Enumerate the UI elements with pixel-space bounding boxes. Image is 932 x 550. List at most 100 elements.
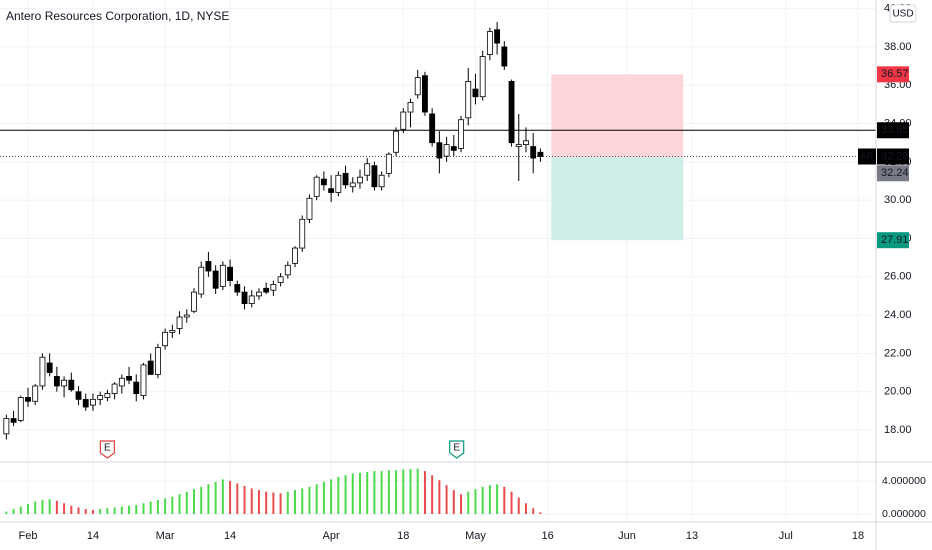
histogram-bar: [373, 471, 376, 514]
histogram-bar: [474, 489, 477, 514]
candle-body: [205, 261, 212, 272]
price-label: 33.65: [881, 124, 909, 136]
histogram-bar: [366, 471, 369, 514]
histogram-bar: [409, 469, 412, 514]
histogram-bar: [156, 499, 159, 514]
candle-body: [364, 163, 371, 176]
candle-body: [306, 197, 313, 220]
histogram-bar: [395, 470, 398, 514]
histogram-bar: [337, 476, 340, 514]
histogram-bar: [445, 485, 448, 514]
histogram-bar: [243, 485, 246, 514]
candle-body: [25, 397, 31, 402]
histogram-bar: [236, 483, 239, 514]
x-tick-label: 16: [542, 530, 554, 542]
candle-body: [39, 356, 46, 387]
candle-body: [191, 291, 197, 312]
event-label: E: [453, 443, 460, 454]
candle-body: [212, 270, 219, 289]
price-label: 27.91: [881, 234, 909, 246]
candle-body: [68, 379, 75, 391]
candle-body: [335, 174, 342, 193]
histogram-bar: [517, 497, 520, 514]
histogram-bar: [192, 489, 195, 514]
candle-body: [465, 81, 472, 119]
candle-body: [53, 375, 60, 387]
candle-body: [140, 364, 147, 396]
candle-body: [198, 266, 205, 295]
candle-body: [284, 264, 291, 276]
candle-body: [357, 176, 363, 184]
candle-body: [169, 330, 176, 333]
histogram-bar: [294, 490, 297, 514]
candle-body: [328, 188, 335, 193]
histogram-bar: [99, 509, 102, 514]
histogram-bar: [128, 505, 131, 514]
candle-body: [342, 172, 349, 186]
histogram-bar: [539, 512, 542, 514]
price-label-box: [877, 148, 909, 165]
candle-body: [32, 385, 39, 402]
histogram-bar: [229, 480, 232, 514]
histogram-bar: [120, 506, 123, 514]
y-tick-label: 0.000000: [882, 508, 926, 520]
candle-body: [530, 146, 537, 159]
x-tick-label: Mar: [156, 530, 175, 542]
candle-body: [292, 247, 298, 264]
candle-body: [458, 119, 464, 149]
histogram-bar: [5, 511, 8, 514]
x-tick-label: 13: [686, 530, 698, 542]
candle-body: [118, 377, 125, 387]
x-tick-label: Jul: [779, 530, 793, 542]
histogram-bar: [113, 507, 116, 514]
histogram-bar: [322, 481, 325, 514]
candle-body: [472, 88, 479, 98]
candle-body: [537, 151, 544, 157]
candle-body: [508, 81, 515, 144]
histogram-bar: [265, 491, 268, 514]
candle-body: [486, 31, 493, 55]
candle-body: [313, 176, 320, 197]
candle-body: [385, 153, 392, 174]
price-label: 36.57: [881, 68, 909, 80]
candle-body: [10, 418, 17, 423]
candle-body: [414, 77, 421, 96]
histogram-bar: [496, 484, 499, 514]
y-tick-label: 26.00: [884, 271, 912, 283]
candle-body: [349, 182, 356, 188]
histogram-bar: [358, 472, 361, 514]
candle-body: [219, 264, 226, 287]
y-tick-label: 38.00: [884, 41, 912, 53]
histogram-bar: [63, 503, 66, 514]
histogram-bar: [308, 486, 311, 514]
candle-body: [320, 178, 327, 186]
candle-body: [227, 266, 234, 282]
histogram-bar: [19, 506, 22, 514]
candle-body: [61, 379, 68, 387]
symbol-box: [858, 148, 876, 165]
candle-body: [97, 395, 104, 400]
histogram-bar: [106, 508, 109, 514]
histogram-bar: [416, 468, 419, 514]
histogram-bar: [351, 473, 354, 514]
symbol-label: AR: [861, 151, 874, 161]
histogram-bar: [315, 484, 318, 514]
candle-body: [256, 291, 262, 297]
candle-body: [3, 418, 10, 435]
histogram-bar: [467, 491, 470, 514]
price-label: 32.24: [881, 167, 909, 179]
histogram-bar: [423, 471, 426, 514]
histogram-bar: [142, 503, 145, 514]
candle-body: [407, 102, 414, 113]
histogram-bar: [178, 494, 181, 514]
axes: 18.0020.0022.0024.0026.0028.0030.0032.00…: [19, 3, 926, 542]
candle-body: [443, 144, 450, 157]
y-tick-label: 30.00: [884, 194, 912, 206]
histogram-bar: [200, 486, 203, 514]
candle-body: [378, 174, 385, 188]
y-tick-label: 22.00: [884, 347, 912, 359]
candle-body: [450, 146, 457, 151]
histogram-bar: [272, 492, 275, 514]
x-tick-label: 14: [87, 530, 99, 542]
candle-body: [82, 398, 89, 408]
